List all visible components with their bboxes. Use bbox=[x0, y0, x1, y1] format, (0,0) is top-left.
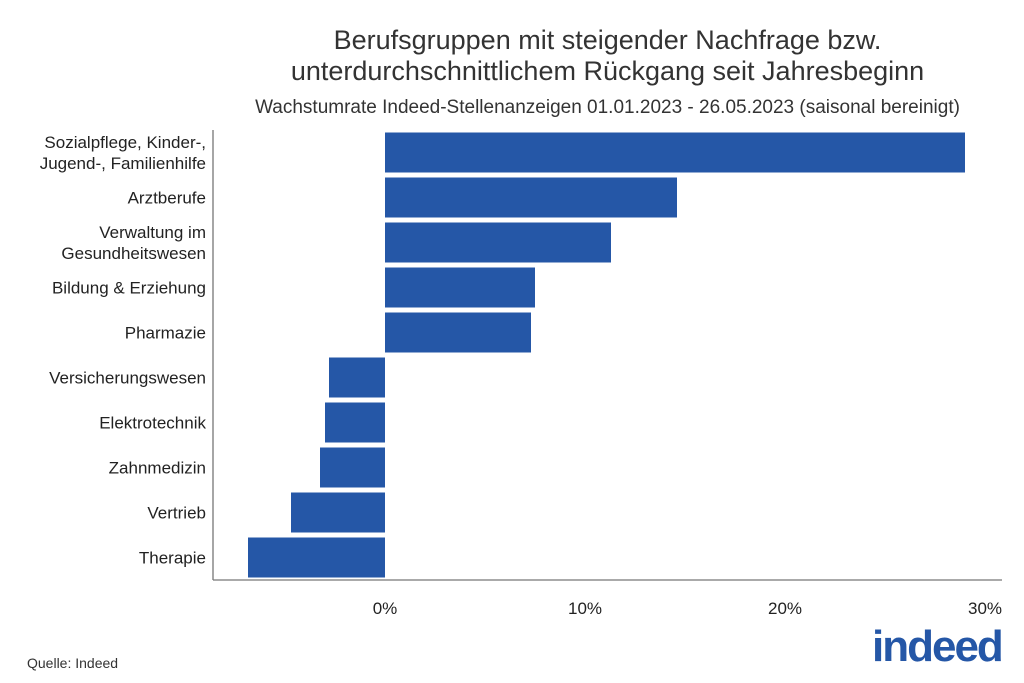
category-label: Jugend-, Familienhilfe bbox=[40, 154, 206, 173]
bar bbox=[329, 357, 385, 398]
x-tick-label: 30% bbox=[968, 599, 1002, 618]
bar bbox=[385, 222, 611, 263]
chart-title-line-2: unterdurchschnittlichem Rückgang seit Ja… bbox=[290, 56, 925, 86]
indeed-logo: indeed bbox=[872, 622, 1004, 671]
category-label: Elektrotechnik bbox=[99, 414, 206, 433]
category-label: Pharmazie bbox=[125, 324, 206, 343]
bar bbox=[385, 267, 535, 308]
x-tick-label: 0% bbox=[373, 599, 398, 618]
x-tick-label: 20% bbox=[768, 599, 802, 618]
bar bbox=[320, 447, 385, 488]
bar bbox=[248, 537, 385, 578]
category-label: Vertrieb bbox=[147, 504, 206, 523]
category-label: Verwaltung im bbox=[99, 223, 206, 242]
chart-title-line-1: Berufsgruppen mit steigender Nachfrage b… bbox=[333, 25, 882, 55]
bar bbox=[291, 492, 385, 533]
category-label: Therapie bbox=[139, 549, 206, 568]
chart-subtitle: Wachstumrate Indeed-Stellenanzeigen 01.0… bbox=[255, 97, 960, 118]
x-tick-label: 10% bbox=[568, 599, 602, 618]
category-label: Gesundheitswesen bbox=[61, 244, 206, 263]
category-label: Zahnmedizin bbox=[109, 459, 206, 478]
category-label: Sozialpflege, Kinder-, bbox=[44, 133, 206, 152]
bar bbox=[385, 177, 677, 218]
category-label: Arztberufe bbox=[128, 189, 206, 208]
bar bbox=[385, 312, 531, 353]
bar bbox=[325, 402, 385, 443]
source-note: Quelle: Indeed bbox=[27, 655, 119, 671]
category-label: Bildung & Erziehung bbox=[52, 279, 206, 298]
bar bbox=[385, 132, 965, 173]
category-label: Versicherungswesen bbox=[49, 369, 206, 388]
